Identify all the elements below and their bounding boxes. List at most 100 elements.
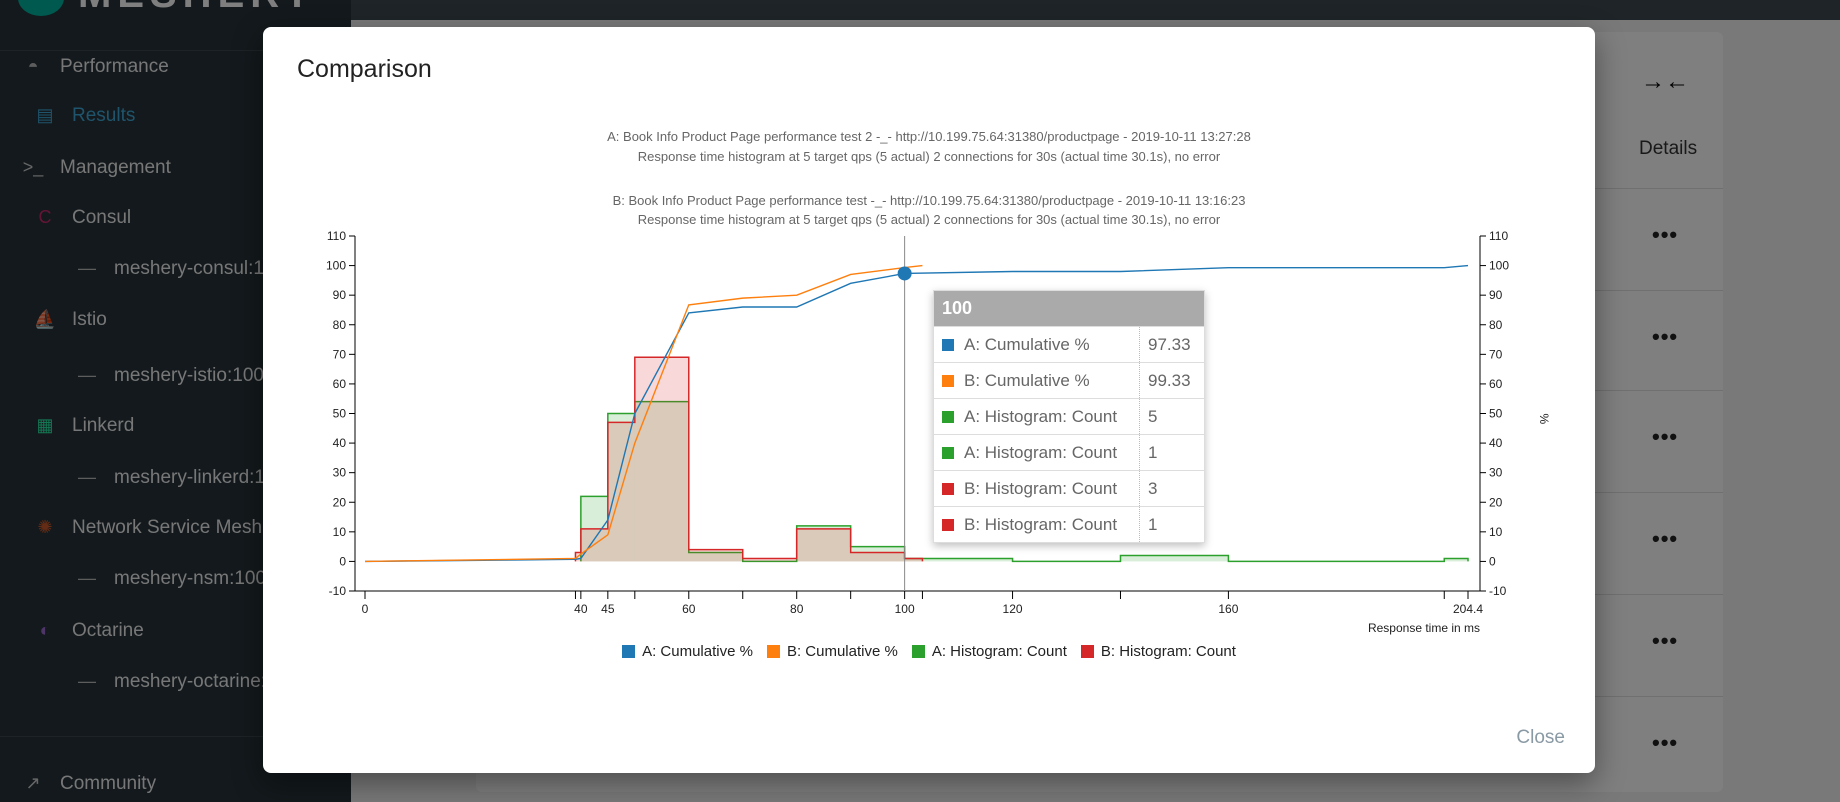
legend-swatch [911,645,925,658]
y-tick-label: 80 [333,318,347,332]
tooltip-series-name: B: Histogram: Count [964,478,1118,498]
y-tick-label-right: -10 [1489,584,1507,598]
histogram-bar [688,549,743,562]
legend-item[interactable]: A: Cumulative % [622,643,753,660]
series-swatch [942,374,954,387]
chart-subtitle-a: A: Book Info Product Page performance te… [607,129,1251,144]
y-tick-label-right: 10 [1489,525,1503,539]
histogram-bar [796,528,851,562]
histogram-bar [850,546,905,562]
chart-legend: A: Cumulative % B: Cumulative % A: Histogr… [263,643,1595,660]
y-tick-label-right: 100 [1489,259,1509,273]
y-tick-label: 40 [333,436,347,450]
tooltip-row: A: Histogram: Count 5 [934,398,1204,434]
series-swatch [942,518,954,531]
y-tick-label: 90 [333,288,347,302]
tooltip-value: 1 [1148,442,1158,462]
close-button[interactable]: Close [1516,727,1565,748]
tooltip-value: 99.33 [1148,370,1191,390]
histogram-bar [796,525,851,562]
hover-point [897,266,912,281]
y-tick-label-right: 90 [1489,288,1503,302]
y-tick-label-right: 110 [1489,229,1508,243]
tooltip-value: 5 [1148,406,1158,426]
series-swatch [942,410,954,423]
histogram-bar [850,552,905,562]
histogram-bar [634,357,689,562]
dialog-title: Comparison [297,55,432,83]
y-tick-label-right: 0 [1489,554,1496,568]
y-tick-label: -10 [329,584,347,598]
histogram-bar [904,558,1013,562]
tooltip-value: 1 [1148,514,1158,534]
y-tick-label-right: 60 [1489,377,1503,391]
histogram-bar [1444,558,1468,562]
tooltip-row: A: Cumulative % 97.33 [934,326,1204,362]
y-tick-label: 50 [333,407,347,421]
x-tick-label: 120 [1003,602,1023,616]
legend-label: A: Histogram: Count [931,643,1067,660]
x-tick-label: 60 [682,602,696,616]
series-swatch [942,482,954,495]
tooltip-value: 3 [1148,478,1158,498]
chart-subtitle-a-details: Response time histogram at 5 target qps … [637,149,1221,164]
x-tick-label: 100 [895,602,915,616]
legend-swatch [1080,645,1094,658]
chart-tooltip: 100 A: Cumulative % 97.33 B: Cumulative % 9… [933,290,1205,543]
cumulative-line [364,264,923,563]
y-tick-label: 0 [339,554,346,568]
legend-item[interactable]: B: Histogram: Count [1080,643,1236,660]
histogram-bar [634,401,689,562]
tooltip-row: B: Histogram: Count 3 [934,470,1204,506]
x-axis-label: Response time in ms [1368,621,1480,635]
histogram-bar [904,558,923,562]
legend-label: B: Cumulative % [786,643,898,660]
chart-subtitle-b-details: Response time histogram at 5 target qps … [637,212,1221,227]
tooltip-series-name: B: Histogram: Count [964,514,1118,534]
y-tick-label: 30 [333,466,347,480]
legend-item[interactable]: A: Histogram: Count [911,643,1067,660]
histogram-bar [688,552,743,562]
legend-swatch [622,645,636,658]
x-tick-label: 0 [362,602,369,616]
x-tick-label: 160 [1218,602,1238,616]
y-tick-label: 20 [333,495,347,509]
y-tick-label-right: 50 [1489,407,1503,421]
y-tick-label-right: 30 [1489,466,1503,480]
legend-item[interactable]: B: Cumulative % [766,643,898,660]
y-tick-label-right: 20 [1489,495,1503,509]
histogram-bar [1120,555,1229,562]
tooltip-row: A: Histogram: Count 1 [934,434,1204,470]
y-tick-label: 60 [333,377,347,391]
y-tick-label: 110 [327,229,346,243]
x-tick-label: 80 [790,602,804,616]
tooltip-series-name: A: Cumulative % [964,334,1090,354]
y-tick-label-right: 40 [1489,436,1503,450]
histogram-bar [607,422,635,562]
legend-label: A: Cumulative % [642,643,753,660]
histogram-outline [574,356,924,562]
y-axis-label-right: % [1537,414,1551,425]
y-tick-label-right: 70 [1489,347,1503,361]
tooltip-series-name: A: Histogram: Count [964,442,1118,462]
x-tick-label: 45 [601,602,615,616]
tooltip-series-name: B: Cumulative % [964,370,1090,390]
comparison-dialog: Comparison A: Book Info Product Page per… [263,27,1595,773]
tooltip-value: 97.33 [1148,334,1191,354]
histogram-bar [742,558,797,562]
tooltip-row: B: Histogram: Count 1 [934,506,1204,542]
tooltip-series-name: A: Histogram: Count [964,406,1118,426]
tooltip-row: B: Cumulative % 99.33 [934,362,1204,398]
series-swatch [942,446,954,459]
y-tick-label: 10 [333,525,347,539]
tooltip-header: 100 [934,291,1204,326]
series-swatch [942,338,954,351]
x-tick-label: 204.4 [1453,602,1483,616]
y-tick-label: 70 [333,347,347,361]
y-tick-label: 100 [326,259,346,273]
legend-swatch [766,645,780,658]
legend-label: B: Histogram: Count [1100,643,1236,660]
x-tick-label: 40 [574,602,588,616]
y-tick-label-right: 80 [1489,318,1503,332]
